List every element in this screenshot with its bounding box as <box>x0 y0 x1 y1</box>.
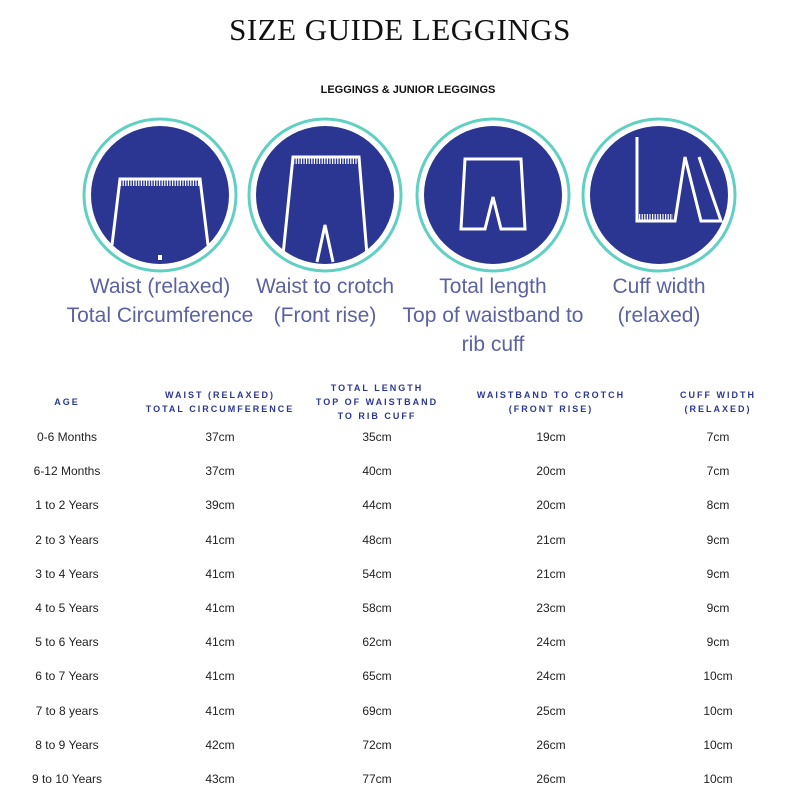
table-cell: 72cm <box>362 737 392 752</box>
table-row: 5 to 6 Years 41cm 62cm 24cm 9cm <box>0 635 800 655</box>
table-cell: 41cm <box>205 566 235 581</box>
icon-label: Cuff width (relaxed) <box>612 275 706 327</box>
table-cell: 41cm <box>205 532 235 547</box>
column-header: CUFF WIDTH (RELAXED) <box>680 390 756 414</box>
table-cell: 9 to 10 Years <box>31 772 103 786</box>
column-header: WAISTBAND TO CROTCH (FRONT RISE) <box>476 390 626 414</box>
table-cell: 23cm <box>536 601 566 615</box>
table-cell: 9cm <box>706 635 730 650</box>
table-cell: 3 to 4 Years <box>35 566 99 581</box>
table-cell: 77cm <box>362 772 392 786</box>
table-cell: 65cm <box>362 669 392 684</box>
table-cell: 19cm <box>536 430 566 444</box>
table-cell: 10cm <box>703 703 733 718</box>
table-cell: 43cm <box>205 772 235 786</box>
table-cell: 69cm <box>362 703 392 718</box>
table-row: 4 to 5 Years 41cm 58cm 23cm 9cm <box>0 601 800 621</box>
table-cell: 20cm <box>536 498 566 513</box>
table-row: 7 to 8 years 41cm 69cm 25cm 10cm <box>0 704 800 724</box>
table-cell: 10cm <box>703 669 733 684</box>
table-cell: 9cm <box>706 566 730 581</box>
column-header: TOTAL LENGTH TOP OF WAISTBAND TO RIB CUFF <box>315 383 439 421</box>
table-cell: 5 to 6 Years <box>35 635 99 650</box>
table-cell: 9cm <box>706 532 730 547</box>
table-row: 0-6 Months 37cm 35cm 19cm 7cm <box>0 430 800 450</box>
table-cell: 7cm <box>706 464 730 479</box>
table-cell: 6 to 7 Years <box>35 669 99 684</box>
table-cell: 41cm <box>205 669 235 684</box>
table-row: 9 to 10 Years 43cm 77cm 26cm 10cm <box>0 772 800 792</box>
table-cell: 1 to 2 Years <box>35 498 99 513</box>
table-cell: 0-6 Months <box>36 430 98 444</box>
icon-label: Waist to crotch (Front rise) <box>255 275 395 327</box>
table-row: 6-12 Months 37cm 40cm 20cm 7cm <box>0 464 800 484</box>
table-cell: 37cm <box>205 430 235 444</box>
icon-label: Waist (relaxed) Total Circumference <box>66 275 254 327</box>
table-cell: 41cm <box>205 635 235 650</box>
cuff-width-icon <box>581 117 737 273</box>
table-cell: 6-12 Months <box>33 464 101 479</box>
table-cell: 26cm <box>536 737 566 752</box>
table-cell: 21cm <box>536 532 566 547</box>
table-cell: 7 to 8 years <box>35 703 99 718</box>
table-cell: 25cm <box>536 703 566 718</box>
table-cell: 35cm <box>362 430 392 444</box>
table-cell: 42cm <box>205 737 235 752</box>
table-cell: 26cm <box>536 772 566 786</box>
waist-icon <box>82 117 238 273</box>
table-row: 3 to 4 Years 41cm 54cm 21cm 9cm <box>0 567 800 587</box>
table-cell: 10cm <box>703 772 733 786</box>
table-cell: 41cm <box>205 601 235 615</box>
table-cell: 9cm <box>706 601 730 615</box>
page-title: SIZE GUIDE LEGGINGS <box>229 12 571 47</box>
table-cell: 20cm <box>536 464 566 479</box>
table-cell: 8 to 9 Years <box>35 737 99 752</box>
total-length-icon <box>415 117 571 273</box>
table-cell: 7cm <box>706 430 730 444</box>
table-cell: 8cm <box>706 498 730 513</box>
column-header: WAIST (RELAXED) TOTAL CIRCUMFERENCE <box>145 390 295 414</box>
table-cell: 58cm <box>362 601 392 615</box>
table-row: 8 to 9 Years 42cm 72cm 26cm 10cm <box>0 738 800 758</box>
section-subtitle: LEGGINGS & JUNIOR LEGGINGS <box>320 84 496 96</box>
table-cell: 41cm <box>205 703 235 718</box>
table-cell: 10cm <box>703 737 733 752</box>
table-cell: 21cm <box>536 566 566 581</box>
table-cell: 39cm <box>205 498 235 513</box>
column-header: AGE <box>54 397 80 407</box>
waist-to-crotch-icon <box>247 117 403 273</box>
icon-label: Total length Top of waistband to rib cuf… <box>402 275 584 356</box>
table-cell: 2 to 3 Years <box>35 532 99 547</box>
table-cell: 54cm <box>362 566 392 581</box>
table-cell: 37cm <box>205 464 235 479</box>
table-cell: 24cm <box>536 635 566 650</box>
table-cell: 44cm <box>362 498 392 513</box>
table-row: 2 to 3 Years 41cm 48cm 21cm 9cm <box>0 533 800 553</box>
table-cell: 24cm <box>536 669 566 684</box>
table-cell: 48cm <box>362 532 392 547</box>
table-cell: 4 to 5 Years <box>35 601 99 615</box>
table-cell: 62cm <box>362 635 392 650</box>
table-row: 1 to 2 Years 39cm 44cm 20cm 8cm <box>0 498 800 518</box>
table-cell: 40cm <box>362 464 392 479</box>
table-row: 6 to 7 Years 41cm 65cm 24cm 10cm <box>0 669 800 689</box>
